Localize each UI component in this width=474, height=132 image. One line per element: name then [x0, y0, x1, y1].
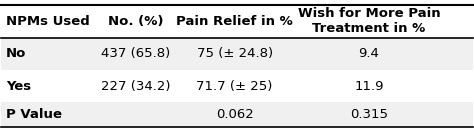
Text: NPMs Used: NPMs Used	[6, 15, 90, 28]
Bar	[1, 38, 473, 70]
Text: No. (%): No. (%)	[108, 15, 164, 28]
Text: No: No	[6, 47, 27, 60]
Text: Yes: Yes	[6, 79, 31, 93]
Text: 227 (34.2): 227 (34.2)	[101, 79, 171, 93]
Text: Wish for More Pain
Treatment in %: Wish for More Pain Treatment in %	[298, 7, 440, 35]
Text: 11.9: 11.9	[354, 79, 383, 93]
Text: 0.315: 0.315	[350, 108, 388, 121]
Bar	[1, 70, 473, 102]
Text: 71.7 (± 25): 71.7 (± 25)	[196, 79, 273, 93]
Text: 437 (65.8): 437 (65.8)	[101, 47, 170, 60]
Text: Pain Relief in %: Pain Relief in %	[176, 15, 293, 28]
Bar	[1, 102, 473, 127]
Text: 9.4: 9.4	[358, 47, 379, 60]
Text: P Value: P Value	[6, 108, 62, 121]
Text: 75 (± 24.8): 75 (± 24.8)	[197, 47, 273, 60]
Text: 0.062: 0.062	[216, 108, 254, 121]
